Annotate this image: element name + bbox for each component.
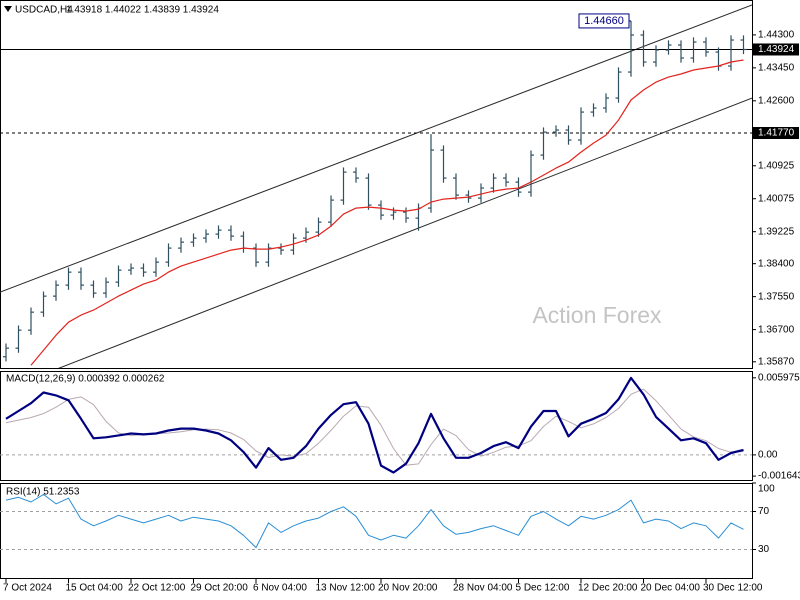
x-tick-label: 29 Oct 20:00: [191, 583, 249, 594]
symbol-title: USDCAD,H4: [15, 5, 73, 16]
y-tick-label: 0.00: [758, 450, 778, 461]
indicator-line: [5, 376, 744, 474]
y-tick-label: 1.40925: [758, 160, 795, 171]
indicator-line: [5, 493, 744, 549]
annotation-box: [578, 13, 630, 29]
price-level-box: [753, 127, 799, 140]
annotation-label: 1.44660: [584, 15, 624, 27]
y-tick-label: 100: [758, 484, 775, 495]
price-level-label: 1.43924: [758, 44, 795, 55]
x-tick-label: 13 Nov 12:00: [316, 583, 376, 594]
rsi-title: RSI(14) 51.2353: [6, 487, 80, 498]
macd-panel: [0, 371, 753, 481]
x-tick-label: 6 Nov 04:00: [253, 583, 307, 594]
watermark: Action Forex: [532, 302, 662, 328]
x-tick-label: 12 Dec 20:00: [578, 583, 638, 594]
price-level-box: [753, 43, 799, 56]
channel-upper: [0, 4, 752, 293]
channel-lower: [58, 97, 752, 368]
macd-title: MACD(12,26,9) 0.000392 0.000262: [6, 374, 165, 385]
ohlc-readout: 1.43918 1.44022 1.43839 1.43924: [66, 5, 219, 16]
y-tick-label: 1.37550: [758, 291, 795, 302]
x-tick-label: 28 Nov 04:00: [453, 583, 513, 594]
rsi-plot: [0, 493, 752, 550]
y-tick-label: 70: [758, 506, 770, 517]
rsi-panel: [0, 483, 753, 579]
indicator-line: [5, 388, 744, 466]
moving-average: [30, 59, 744, 366]
macd-plot: [0, 376, 752, 474]
axes: 1.44300 1.43450 1.42600 1.40925 1.40075 1.392…: [3, 30, 800, 594]
y-tick-label: 1.39225: [758, 226, 795, 237]
y-tick-label: 1.43450: [758, 63, 795, 74]
y-tick-label: 1.36700: [758, 324, 795, 335]
x-tick-label: 15 Oct 04:00: [66, 583, 124, 594]
symbol-menu-icon[interactable]: [4, 6, 12, 12]
x-tick-label: 20 Dec 04:00: [641, 583, 701, 594]
y-tick-label: 30: [758, 544, 770, 555]
y-tick-label: 1.42600: [758, 95, 795, 106]
x-tick-label: 22 Oct 12:00: [128, 583, 186, 594]
x-tick-label: 7 Oct 2024: [3, 583, 52, 594]
y-tick-label: 1.35870: [758, 356, 795, 367]
main-plot: [0, 4, 752, 368]
main-panel: [0, 0, 753, 369]
x-tick-label: 30 Dec 12:00: [703, 583, 763, 594]
price-level-label: 1.41770: [758, 128, 795, 139]
x-tick-label: 5 Dec 12:00: [516, 583, 570, 594]
y-tick-label: -0.001643: [758, 471, 800, 482]
y-tick-label: 1.44300: [758, 30, 795, 41]
y-tick-label: 0.005975: [758, 372, 800, 383]
y-tick-label: 1.40075: [758, 193, 795, 204]
y-tick-label: 1.38400: [758, 258, 795, 269]
x-tick-label: 20 Nov 20:00: [378, 583, 438, 594]
